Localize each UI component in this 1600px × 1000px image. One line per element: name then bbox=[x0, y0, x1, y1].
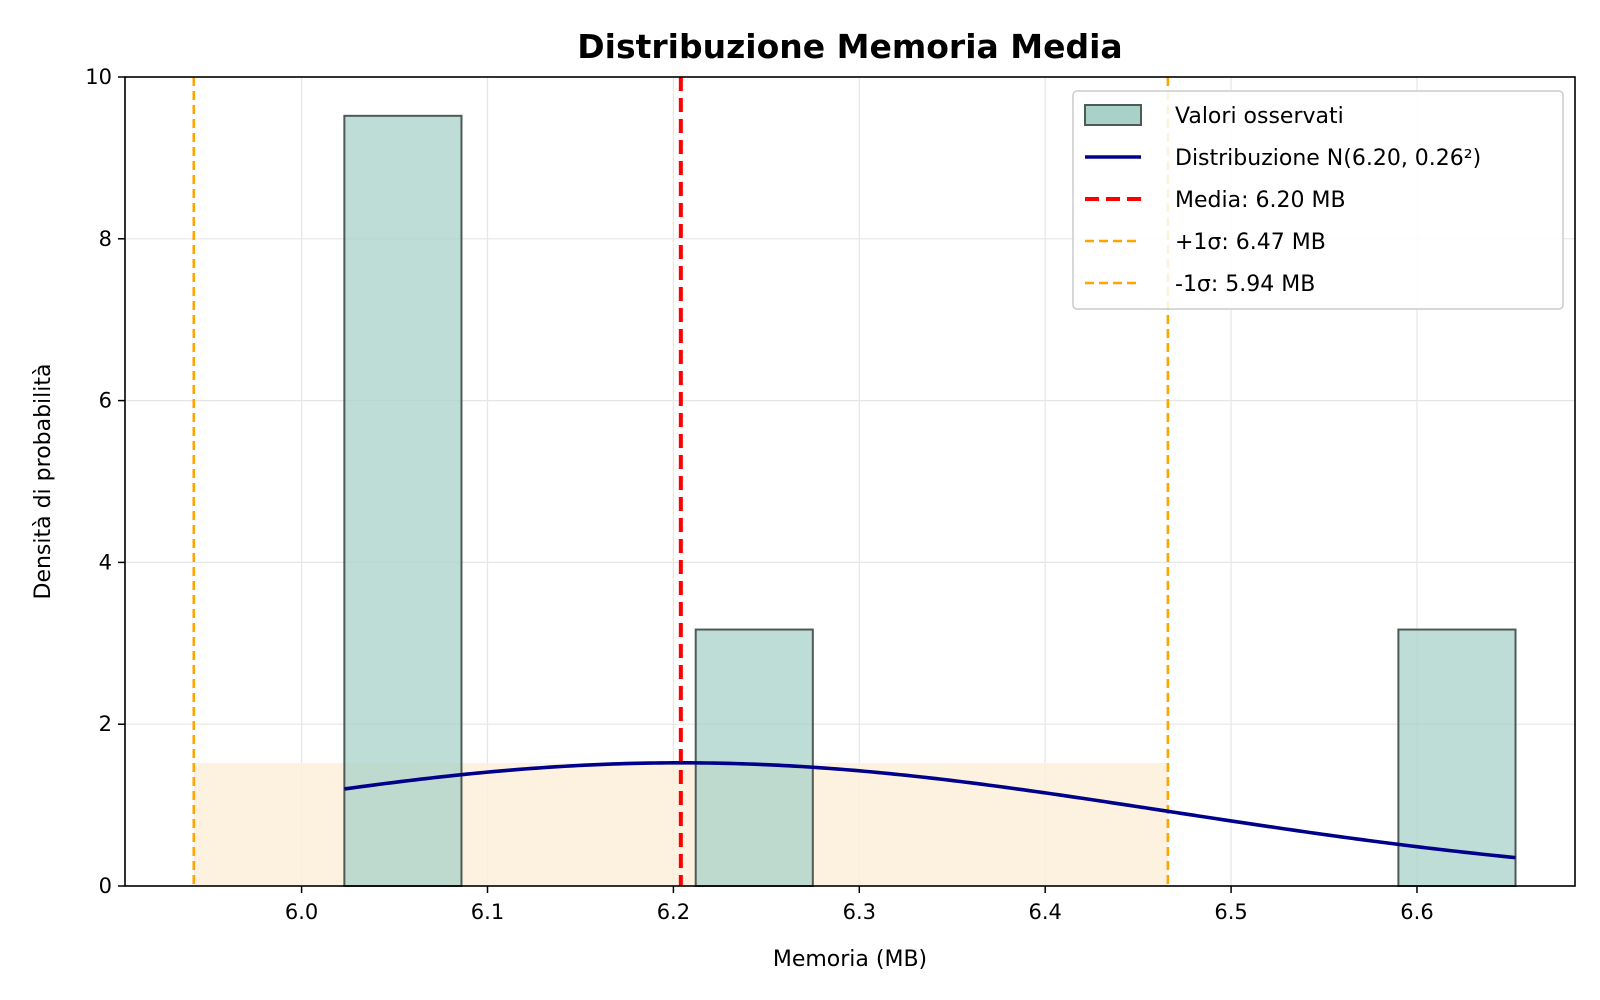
legend-label: -1σ: 5.94 MB bbox=[1175, 272, 1315, 297]
legend-label: Media: 6.20 MB bbox=[1175, 188, 1346, 213]
legend-label: Distribuzione N(6.20, 0.26²) bbox=[1175, 146, 1481, 171]
histogram-bar bbox=[343, 114, 463, 888]
x-tick-label: 6.5 bbox=[1214, 900, 1247, 924]
x-tick-label: 6.0 bbox=[285, 900, 318, 924]
normal-curve-layer bbox=[344, 761, 1516, 860]
y-tick-label: 4 bbox=[99, 550, 112, 574]
plot-frame bbox=[124, 76, 1576, 887]
x-tick-label: 6.4 bbox=[1028, 900, 1061, 924]
y-tick-label: 0 bbox=[99, 874, 112, 898]
chart-title: Distribuzione Memoria Media bbox=[577, 27, 1122, 66]
legend-box bbox=[1072, 90, 1564, 310]
ticks: 6.0 6.1 6.2 6.3 6.4 6.5 6.6 0 2 4 6 8 10 bbox=[85, 65, 1433, 924]
x-tick-label: 6.1 bbox=[471, 900, 504, 924]
x-axis-label: Memoria (MB) bbox=[773, 947, 927, 972]
legend-swatch-bars bbox=[1084, 104, 1142, 126]
y-axis-label: Densità di probabilità bbox=[31, 363, 56, 599]
y-tick-label: 8 bbox=[99, 227, 112, 251]
x-tick-label: 6.2 bbox=[657, 900, 690, 924]
x-tick-label: 6.6 bbox=[1400, 900, 1433, 924]
legend-label: +1σ: 6.47 MB bbox=[1175, 230, 1326, 255]
y-tick-label: 2 bbox=[99, 712, 112, 736]
legend: Valori osservati Distribuzione N(6.20, 0.… bbox=[1072, 90, 1564, 310]
legend-label: Valori osservati bbox=[1175, 104, 1344, 129]
y-tick-label: 6 bbox=[99, 389, 112, 413]
x-tick-label: 6.3 bbox=[843, 900, 876, 924]
y-tick-label: 10 bbox=[85, 65, 112, 89]
bars bbox=[343, 114, 1517, 888]
histogram-bar bbox=[694, 628, 814, 887]
normal-curve bbox=[344, 761, 1516, 860]
